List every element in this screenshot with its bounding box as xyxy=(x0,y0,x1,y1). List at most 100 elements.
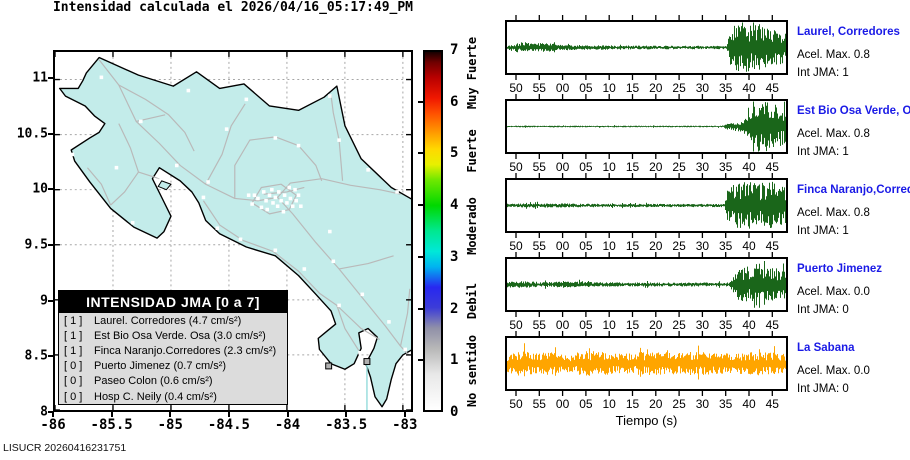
legend-item-row: [ 0 ] Hosp C. Neily (0.4 cm/s²) xyxy=(59,389,287,404)
station-dot xyxy=(224,127,229,131)
map-y-tick-mark xyxy=(48,132,53,135)
map-y-tick-label: 9.5 xyxy=(24,237,48,253)
station-dot xyxy=(366,168,370,172)
station-dot xyxy=(201,195,206,200)
time-tick-label: 30 xyxy=(695,81,710,95)
time-tick-label: 55 xyxy=(532,397,546,411)
time-tick-label: 25 xyxy=(672,397,686,411)
road-line xyxy=(98,59,278,202)
legend-item-row: [ 1 ] Finca Naranjo.Corredores (2.3 cm/s²… xyxy=(59,343,287,358)
panel-frame xyxy=(505,99,788,154)
station-dot xyxy=(279,198,283,203)
colorbar-tick-mark xyxy=(418,307,423,310)
station-dot xyxy=(290,204,295,208)
legend-item-row: [ 0 ] Paseo Colon (0.6 cm/s²) xyxy=(59,374,287,389)
time-tick-label: 10 xyxy=(602,318,616,332)
time-tick-label: 15 xyxy=(625,318,640,332)
map-y-tick-label: 11 xyxy=(32,70,48,86)
station-dot xyxy=(250,202,254,206)
legend-item-label: Hosp C. Neily (0.4 cm/s²) xyxy=(94,390,217,403)
station-dot xyxy=(244,97,249,102)
time-tick-label: 10 xyxy=(602,239,616,253)
map-y-tick-mark xyxy=(48,76,53,79)
time-tick-label: 55 xyxy=(532,239,546,253)
time-tick-label: 35 xyxy=(719,81,733,95)
jma-legend: INTENSIDAD JMA [0 a 7] [ 1 ] Laurel. Corr… xyxy=(58,290,288,405)
time-tick-label: 05 xyxy=(579,239,593,253)
station-dot xyxy=(265,207,269,212)
legend-item-label: Puerto Jimenez (0.7 cm/s²) xyxy=(94,360,227,373)
road-line xyxy=(110,123,140,206)
station-dot xyxy=(328,229,332,234)
legend-item-row: [ 1 ] Est Bio Osa Verde. Osa (3.0 cm/s²) xyxy=(59,328,287,343)
station-dot xyxy=(293,187,297,192)
colorbar-category-label: Muy Fuerte xyxy=(465,37,479,110)
colorbar-tick-label: 4 xyxy=(450,197,459,214)
time-tick-label: 20 xyxy=(649,318,663,332)
station-accel-max: Acel. Max. 0.0 xyxy=(797,365,870,377)
time-tick-label: 55 xyxy=(532,160,546,174)
intensity-colorbar xyxy=(423,50,443,412)
station-dot xyxy=(261,190,266,194)
station-dot xyxy=(270,187,274,192)
jma-legend-rows: [ 1 ] Laurel. Corredores (4.7 cm/s²)[ 1 ]… xyxy=(59,313,287,404)
time-tick-label: 20 xyxy=(649,239,663,253)
time-tick-label: 30 xyxy=(695,239,710,253)
panel-time-ticks: 50 55 00 05 10 15 20 25 30 35 40 45 xyxy=(505,160,788,174)
map-x-tick-label: -84.5 xyxy=(207,417,250,433)
station-dot xyxy=(256,196,260,201)
station-accel-max: Acel. Max. 0.8 xyxy=(797,207,870,219)
time-tick-label: 00 xyxy=(555,81,570,95)
time-tick-label: 50 xyxy=(509,160,523,174)
station-dot xyxy=(331,259,336,264)
station-dot xyxy=(288,196,293,201)
station-dot xyxy=(259,205,264,210)
colorbar-category-label: Fuerte xyxy=(465,129,479,173)
colorbar-category-label: No sentido xyxy=(465,334,479,407)
time-tick-label: 40 xyxy=(742,318,756,332)
map-x-tick-mark xyxy=(110,412,113,417)
station-dot xyxy=(285,201,289,205)
map-x-tick-label: -83 xyxy=(392,417,418,433)
time-tick-label: 30 xyxy=(695,397,710,411)
map-x-tick-label: -86 xyxy=(40,417,66,433)
panel-time-ticks: 50 55 00 05 10 15 20 25 30 35 40 45 xyxy=(505,397,788,411)
panel-frame xyxy=(505,336,788,391)
legend-item-row: [ 0 ] Puerto Jimenez (0.7 cm/s²) xyxy=(59,359,287,374)
colorbar-tick-mark xyxy=(418,255,423,258)
intensity-station-marker xyxy=(325,362,333,370)
legend-item-label: Laurel. Corredores (4.7 cm/s²) xyxy=(94,314,242,327)
legend-item-intensity: [ 1 ] xyxy=(64,314,83,327)
legend-item-row: [ 1 ] Laurel. Corredores (4.7 cm/s²) xyxy=(59,313,287,328)
time-tick-label: 15 xyxy=(625,81,640,95)
station-dot xyxy=(299,204,303,208)
time-tick-label: 00 xyxy=(555,160,570,174)
time-tick-label: 05 xyxy=(579,318,593,332)
time-tick-label: 40 xyxy=(742,397,756,411)
station-dot xyxy=(186,88,191,93)
legend-item-label: Est Bio Osa Verde. Osa (3.0 cm/s²) xyxy=(94,329,266,342)
panel-frame xyxy=(505,257,788,312)
station-dot xyxy=(273,195,278,200)
road-line xyxy=(118,84,195,152)
waveform-trace xyxy=(507,101,786,152)
legend-item-label: Paseo Colon (0.6 cm/s²) xyxy=(94,375,213,388)
colorbar-tick-label: 3 xyxy=(450,248,459,265)
station-dot xyxy=(296,193,301,197)
figure-title: Intensidad calculada el 2026/04/16_05:17… xyxy=(52,0,414,15)
legend-item-intensity: [ 0 ] xyxy=(64,360,83,373)
legend-item-intensity: [ 0 ] xyxy=(64,390,83,403)
map-y-tick-label: 9 xyxy=(40,293,48,309)
station-dot xyxy=(395,190,399,194)
map-y-tick-label: 8 xyxy=(40,404,48,420)
station-dot xyxy=(387,320,391,324)
time-tick-label: 15 xyxy=(625,239,640,253)
station-dot xyxy=(281,209,286,214)
time-tick-label: 50 xyxy=(509,318,523,332)
road-line xyxy=(277,196,410,356)
time-tick-label: 30 xyxy=(695,160,710,174)
time-tick-label: 50 xyxy=(509,397,523,411)
station-dot xyxy=(277,190,281,194)
time-tick-label: 35 xyxy=(719,397,733,411)
colorbar-tick-label: 0 xyxy=(450,404,459,420)
